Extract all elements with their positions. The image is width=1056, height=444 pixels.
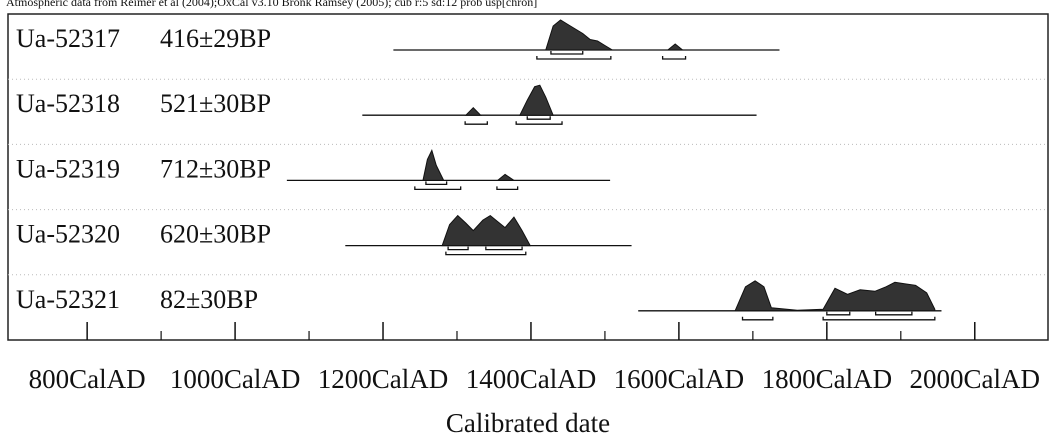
range-bracket — [445, 251, 527, 256]
sample-date: 620±30BP — [160, 220, 271, 249]
range-bracket — [496, 186, 519, 191]
density — [422, 149, 516, 181]
density — [545, 19, 685, 51]
sample-name: Ua-52319 — [16, 154, 120, 183]
range-bracket — [550, 51, 584, 55]
x-tick-label: 800CalAD — [29, 364, 146, 394]
plot-frame — [7, 13, 1049, 341]
x-tick-label: 1200CalAD — [318, 364, 449, 394]
range-bracket — [515, 121, 563, 125]
range-bracket — [741, 316, 774, 321]
range-bracket — [485, 246, 523, 251]
x-tick-label: 1400CalAD — [466, 364, 597, 394]
range-bracket — [661, 56, 687, 60]
x-tick-label: 1600CalAD — [614, 364, 745, 394]
range-bracket — [447, 246, 469, 251]
range-bracket — [822, 316, 936, 321]
chart-title: Atmospheric data from Reimer et al (2004… — [6, 0, 537, 9]
range-bracket — [826, 311, 851, 316]
sample-date: 416±29BP — [160, 24, 271, 53]
range-bracket — [526, 116, 551, 120]
sample-name: Ua-52317 — [16, 24, 120, 53]
range-bracket — [536, 56, 612, 60]
sample-date: 82±30BP — [160, 285, 258, 314]
sample-name: Ua-52318 — [16, 89, 120, 118]
range-bracket — [875, 311, 913, 316]
density — [464, 84, 554, 116]
x-tick-label: 1000CalAD — [170, 364, 301, 394]
sample-date: 712±30BP — [160, 154, 271, 183]
range-bracket — [425, 181, 448, 186]
sample-name: Ua-52321 — [16, 285, 120, 314]
density — [441, 214, 532, 247]
density — [734, 280, 936, 312]
x-axis-label: Calibrated date — [446, 408, 610, 438]
x-tick-label: 2000CalAD — [910, 364, 1041, 394]
range-bracket — [464, 121, 488, 125]
sample-name: Ua-52320 — [16, 220, 120, 249]
x-tick-label: 1800CalAD — [762, 364, 893, 394]
sample-date: 521±30BP — [160, 89, 271, 118]
range-bracket — [414, 186, 462, 191]
